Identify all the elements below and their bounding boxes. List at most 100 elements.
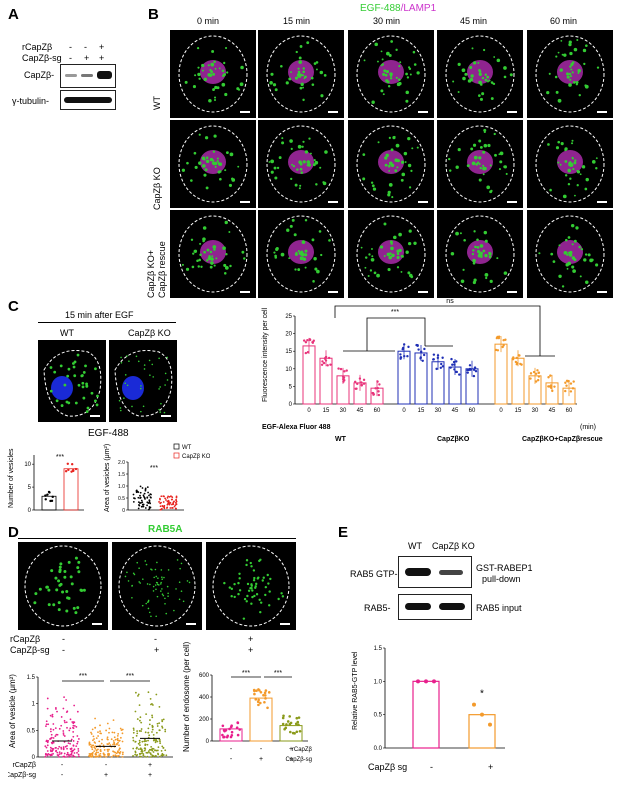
data-point xyxy=(175,499,178,502)
data-point xyxy=(136,730,138,732)
data-point xyxy=(285,723,288,726)
bracket-wt-ko xyxy=(343,317,453,352)
c-big-xunit: (min) xyxy=(580,424,596,431)
e-blot-gtp xyxy=(398,556,472,588)
rab5-puncta xyxy=(179,567,181,570)
egf-puncta xyxy=(577,68,581,73)
data-point xyxy=(99,730,101,733)
data-point xyxy=(468,364,472,367)
egf-puncta xyxy=(224,265,229,270)
rab5-puncta xyxy=(65,589,69,593)
egf-puncta xyxy=(482,173,485,176)
egf-puncta xyxy=(270,159,275,164)
x-tick-label: 45 xyxy=(452,408,459,414)
data-point xyxy=(68,729,71,732)
rab5-puncta xyxy=(152,585,155,588)
data-point xyxy=(69,742,72,745)
egf-puncta xyxy=(576,170,581,174)
data-point xyxy=(135,747,138,750)
egf-puncta xyxy=(291,218,295,222)
bar xyxy=(249,697,273,742)
data-point xyxy=(150,493,152,496)
data-point xyxy=(360,383,363,387)
data-point xyxy=(455,360,458,363)
egf-puncta xyxy=(407,241,412,246)
data-point xyxy=(417,348,420,351)
egf-puncta xyxy=(576,184,579,187)
egf-puncta xyxy=(482,164,485,167)
data-point xyxy=(52,748,55,750)
data-point xyxy=(64,470,68,473)
data-point xyxy=(263,691,267,695)
data-point xyxy=(162,718,165,721)
egf-puncta xyxy=(466,164,470,168)
data-point xyxy=(50,750,52,753)
egf-puncta xyxy=(280,64,283,68)
egf-puncta xyxy=(383,255,386,257)
egf-puncta xyxy=(211,159,215,162)
data-point xyxy=(266,706,269,710)
d-image-1 xyxy=(18,542,108,630)
egf-puncta xyxy=(560,39,563,42)
data-point xyxy=(118,744,120,747)
ns-label: ns xyxy=(446,298,454,305)
egf-puncta xyxy=(197,72,201,77)
rab5-puncta xyxy=(233,595,236,599)
egf-puncta xyxy=(376,273,380,278)
data-point xyxy=(139,491,142,494)
data-point xyxy=(58,755,60,758)
egf-puncta xyxy=(137,360,140,363)
egf-puncta xyxy=(564,160,568,163)
egf-puncta xyxy=(471,252,475,256)
data-point xyxy=(147,727,150,730)
data-point xyxy=(132,493,135,496)
egf-puncta xyxy=(302,86,305,89)
data-point xyxy=(171,496,174,499)
x-row2-label: CapZβ-sg xyxy=(286,757,312,763)
egf-puncta xyxy=(274,88,278,92)
egf-puncta xyxy=(280,252,285,257)
egf-puncta xyxy=(584,187,588,191)
data-point xyxy=(133,497,135,499)
egf-puncta xyxy=(568,83,572,87)
data-point xyxy=(175,507,177,510)
data-point xyxy=(157,753,160,756)
rab5-puncta xyxy=(59,582,63,586)
egf-puncta xyxy=(410,169,413,172)
data-point xyxy=(76,735,79,737)
x-tick-label: 60 xyxy=(469,408,476,414)
egf-puncta xyxy=(567,236,571,239)
egf-puncta xyxy=(148,359,151,362)
egf-puncta xyxy=(190,179,193,182)
data-point xyxy=(159,740,161,743)
egf-puncta xyxy=(390,246,394,251)
egf-puncta xyxy=(241,250,245,254)
data-point xyxy=(572,380,575,383)
data-point xyxy=(152,734,155,736)
egf-puncta xyxy=(490,97,494,101)
x-row1-label: rCapZβ xyxy=(13,762,36,769)
egf-puncta xyxy=(315,183,318,186)
data-point xyxy=(132,747,135,750)
egf-puncta xyxy=(582,48,587,53)
egf-puncta xyxy=(411,147,414,150)
data-point xyxy=(62,730,65,732)
data-point xyxy=(63,719,66,722)
egf-puncta xyxy=(304,75,307,79)
egf-puncta xyxy=(385,153,389,158)
data-point xyxy=(436,356,440,360)
egf-puncta xyxy=(295,50,298,54)
data-point xyxy=(141,501,144,504)
rab5-puncta xyxy=(33,601,37,605)
egf-puncta xyxy=(393,235,397,240)
data-point xyxy=(504,338,507,341)
egf-puncta xyxy=(308,137,311,140)
egf-puncta xyxy=(185,267,190,271)
egf-puncta xyxy=(587,253,591,257)
scale-bar xyxy=(186,623,196,625)
data-point xyxy=(117,741,119,744)
egf-puncta xyxy=(482,150,486,154)
data-point xyxy=(449,366,452,369)
egf-puncta xyxy=(569,75,573,78)
egf-puncta xyxy=(314,267,318,271)
